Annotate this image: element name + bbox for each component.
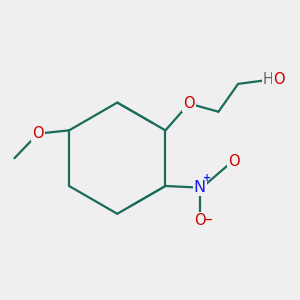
Text: O: O xyxy=(183,96,195,111)
Text: O: O xyxy=(273,71,285,86)
Text: +: + xyxy=(203,173,211,184)
Text: −: − xyxy=(204,215,214,225)
Text: O: O xyxy=(194,213,206,228)
Text: O: O xyxy=(228,154,239,169)
Text: H: H xyxy=(263,71,274,86)
Text: N: N xyxy=(194,180,206,195)
Text: O: O xyxy=(32,126,44,141)
